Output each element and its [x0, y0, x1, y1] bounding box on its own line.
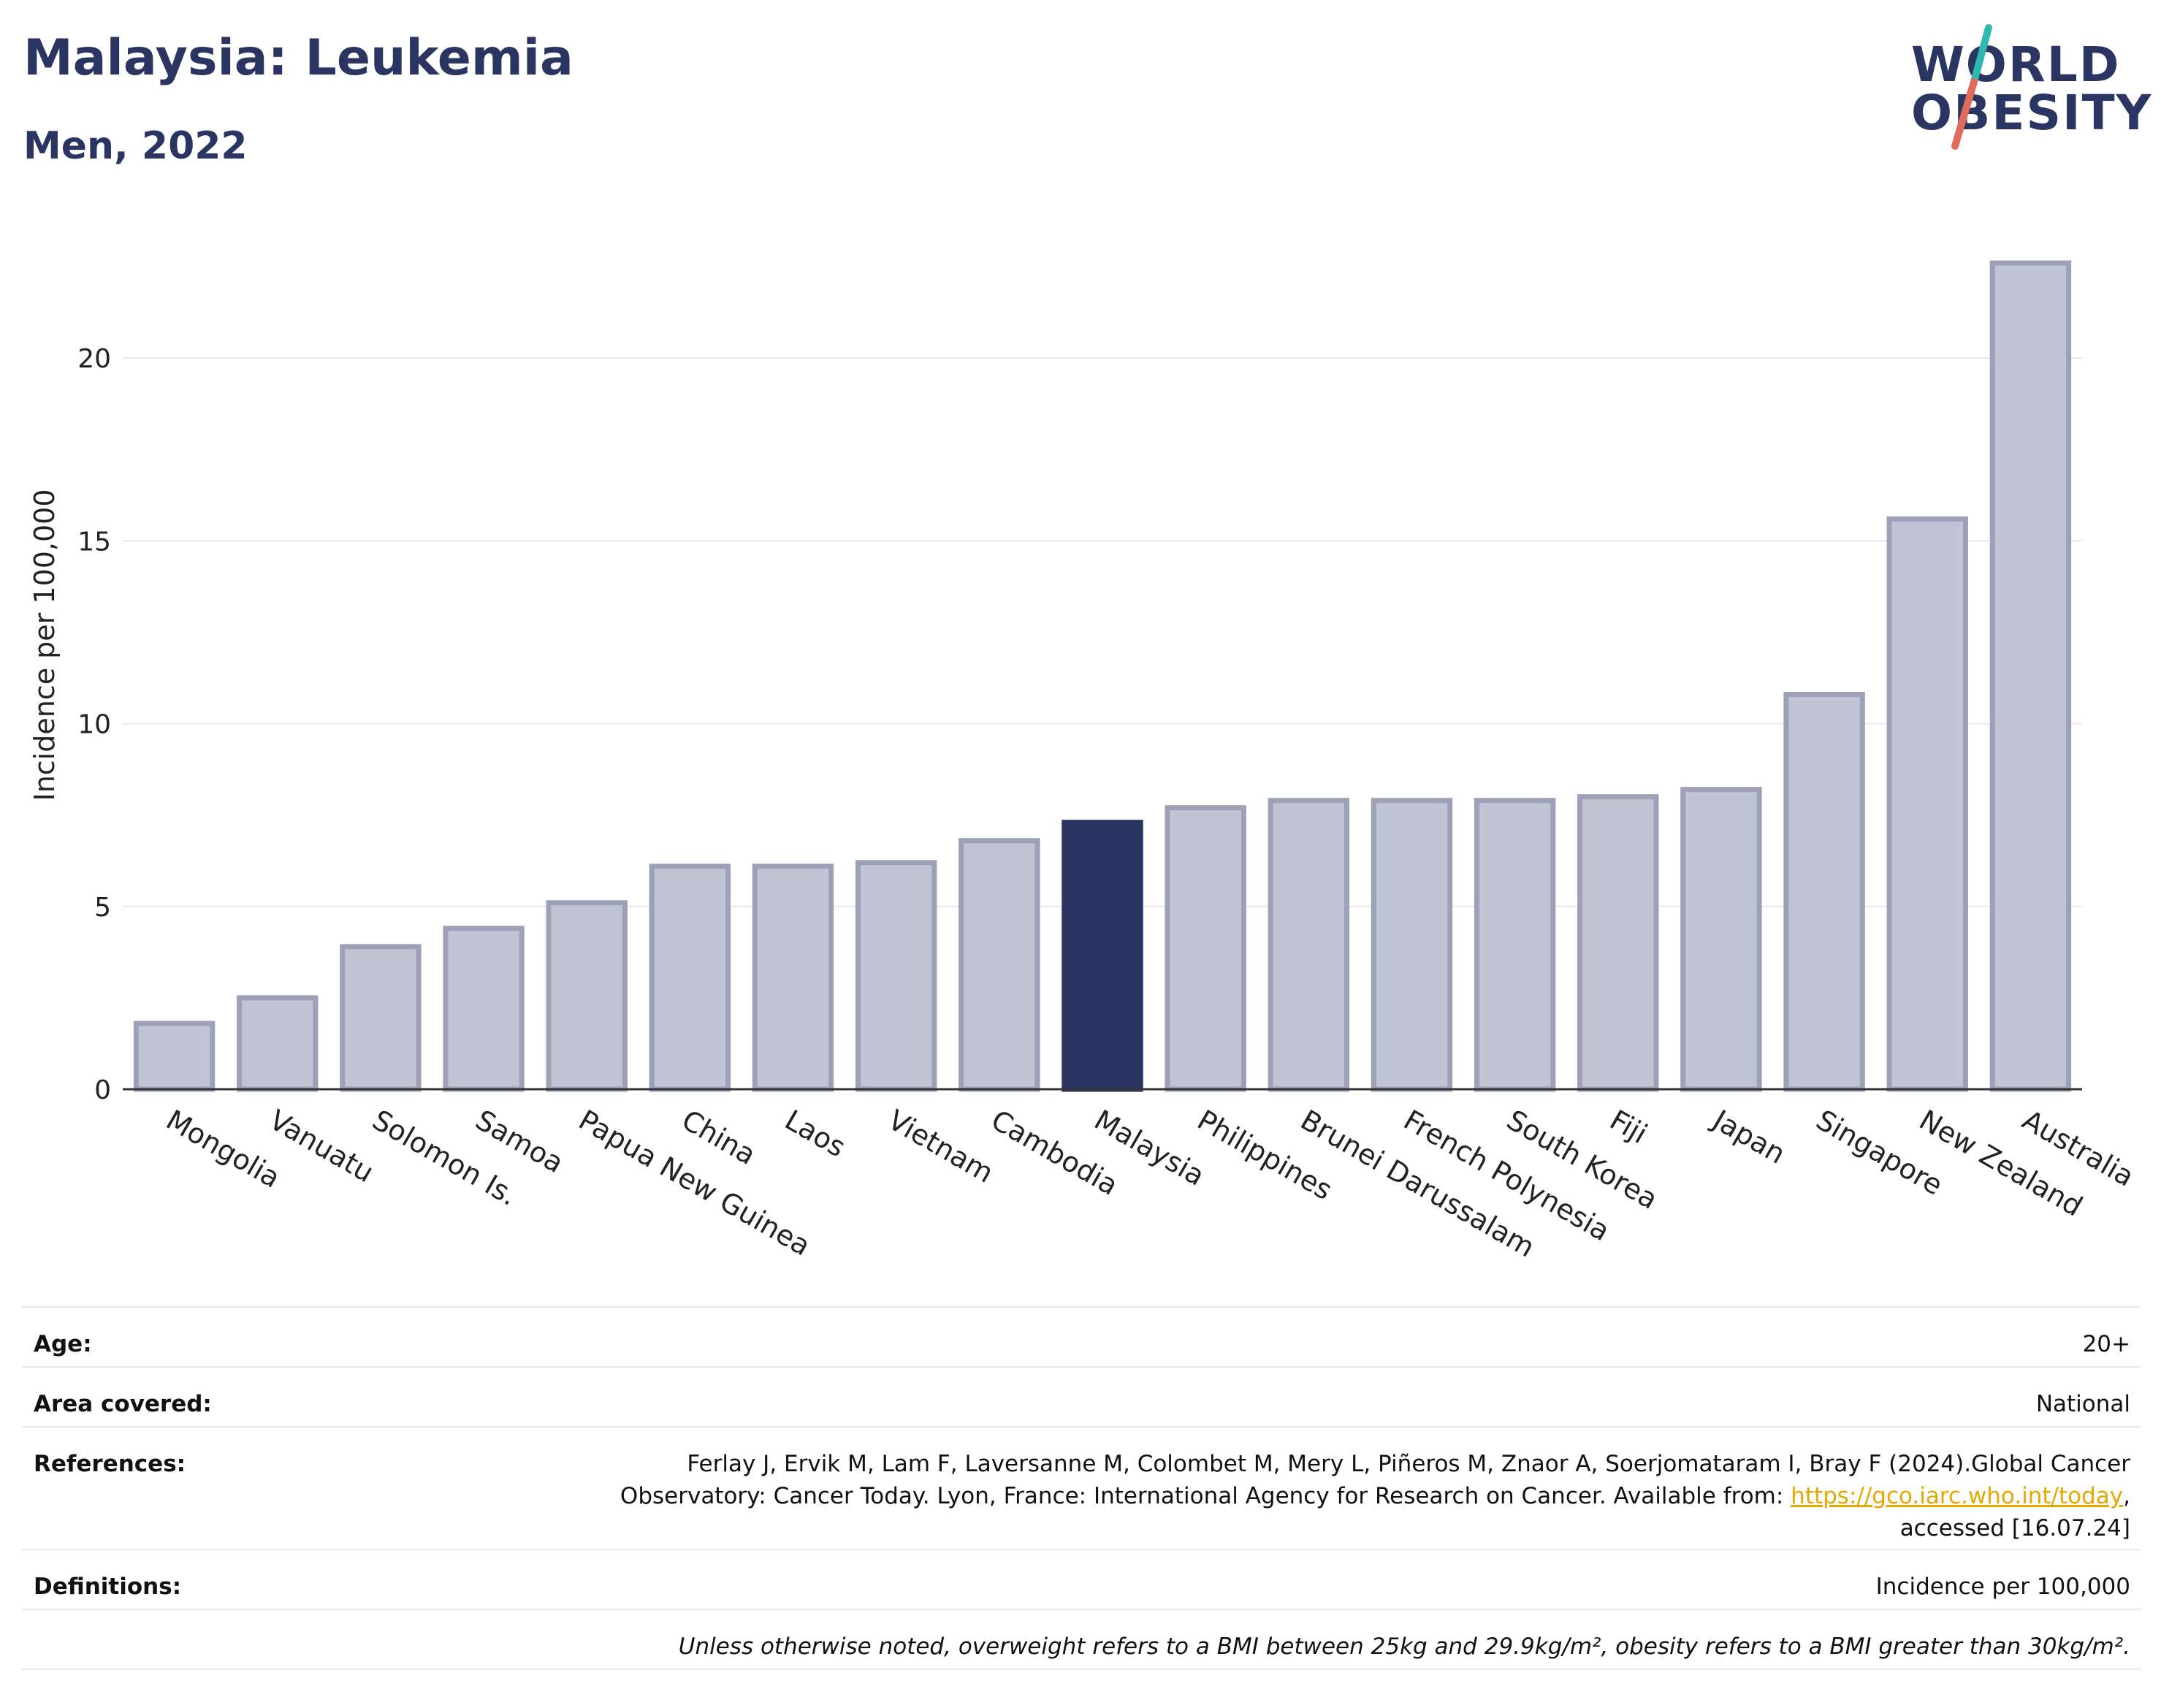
bar-singapore [1783, 692, 1865, 1092]
x-tick-label: Laos [780, 1104, 851, 1164]
bars [133, 260, 2072, 1092]
area-label: Area covered: [34, 1391, 212, 1417]
y-tick-label: 5 [94, 893, 111, 923]
age-label: Age: [34, 1331, 92, 1357]
bar-malaysia [1062, 820, 1143, 1092]
bar-australia [1989, 260, 2072, 1092]
y-tick-label: 20 [77, 344, 111, 374]
bar-cambodia [958, 838, 1040, 1092]
chart-subtitle: Men, 2022 [23, 124, 248, 168]
info-row-note: Unless otherwise noted, overweight refer… [22, 1609, 2141, 1670]
definitions-value: Incidence per 100,000 [1875, 1574, 2130, 1600]
bar-philippines [1165, 805, 1246, 1092]
info-table: Age: 20+ Area covered: National Referenc… [22, 1306, 2141, 1670]
bar-french-polynesia [1371, 798, 1453, 1092]
world-obesity-logo: WORLD OBESITY [1907, 22, 2151, 153]
age-value: 20+ [2082, 1331, 2130, 1357]
x-tick-label: Japan [1707, 1103, 1791, 1170]
bar-fiji [1577, 794, 1659, 1092]
info-row-area: Area covered: National [22, 1366, 2141, 1426]
references-link[interactable]: https://gco.iarc.who.int/today [1791, 1483, 2124, 1509]
area-value: National [2035, 1391, 2130, 1417]
bar-mongolia [133, 1021, 216, 1092]
bar-solomon-is [340, 944, 422, 1092]
y-axis-label: Incidence per 100,000 [28, 489, 61, 801]
x-tick-label: Vietnam [883, 1104, 999, 1189]
x-tick-label: Vanuatu [264, 1104, 379, 1189]
references-value: Ferlay J, Ervik M, Lam F, Laversanne M, … [620, 1451, 2130, 1541]
y-tick-label: 15 [77, 527, 111, 557]
references-line-1: Ferlay J, Ervik M, Lam F, Laversanne M, … [687, 1451, 2130, 1477]
info-row-age: Age: 20+ [22, 1306, 2141, 1366]
logo-slash-icon [1951, 24, 1992, 150]
x-tick-label: Mongolia [161, 1104, 286, 1194]
bar-papua-new-guinea [546, 900, 628, 1092]
info-row-definitions: Definitions: Incidence per 100,000 [22, 1549, 2141, 1609]
info-row-references: References: Ferlay J, Ervik M, Lam F, La… [22, 1426, 2141, 1549]
references-line-3: accessed [16.07.24] [1899, 1515, 2130, 1541]
bar-samoa [443, 926, 525, 1092]
bar-south-korea [1474, 798, 1556, 1092]
x-tick-label: Fiji [1604, 1104, 1653, 1150]
bar-new-zealand [1886, 516, 1968, 1092]
logo-line-1: WORLD [1911, 37, 2121, 93]
bar-vanuatu [237, 995, 319, 1092]
bar-brunei-darussalam [1268, 798, 1350, 1092]
bar-china [649, 863, 731, 1092]
y-tick-label: 0 [94, 1075, 111, 1105]
chart-title: Malaysia: Leukemia [23, 29, 573, 87]
logo-line-2: OBESITY [1911, 85, 2153, 141]
bar-vietnam [855, 860, 937, 1092]
references-label: References: [34, 1451, 186, 1477]
references-line-2: Observatory: Cancer Today. Lyon, France:… [620, 1483, 1791, 1509]
definitions-label: Definitions: [34, 1574, 182, 1600]
bar-japan [1680, 787, 1762, 1092]
bar-laos [752, 863, 834, 1092]
bmi-note: Unless otherwise noted, overweight refer… [678, 1633, 2130, 1660]
y-tick-label: 10 [77, 710, 111, 740]
